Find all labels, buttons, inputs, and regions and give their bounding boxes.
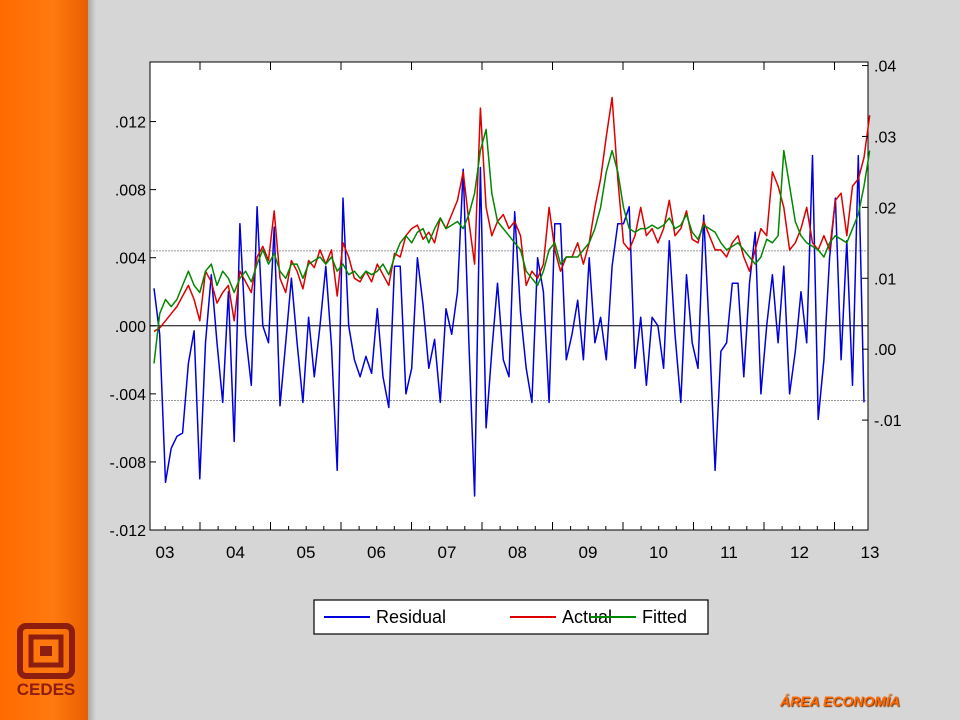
residual-actual-fitted-chart: .012.008.004.000-.004-.008-.012 .04.03.0… [110,59,902,635]
right-tick-label: .03 [874,129,896,146]
x-tick-label: 05 [297,543,316,562]
x-axis: 03 04 05 06 07 08 09 10 11 12 13 [156,62,880,562]
top-decor-lines [96,3,960,30]
left-tick-label: .000 [115,319,146,336]
x-tick-label: 09 [579,543,598,562]
sidebar-band [0,0,88,720]
plot-area [149,61,869,531]
x-tick-label: 08 [508,543,527,562]
series-line-actual [153,96,871,333]
right-axis: .04 .03 .02 .01 .00 -.01 [862,59,902,430]
x-tick-label: 06 [367,543,386,562]
bottom-decor-lines [96,691,960,718]
series-line-fitted [153,128,871,364]
right-tick-label: -.01 [874,413,902,430]
section-label: ÁREA ECONOMÍA [780,693,901,709]
legend-label: Residual [376,607,446,627]
brand-name: CEDES [16,680,76,699]
sidebar-edge [88,0,96,720]
left-tick-label: .008 [115,183,146,200]
left-tick-label: -.008 [110,455,147,472]
right-tick-label: .04 [874,59,896,76]
left-tick-label: -.004 [110,387,147,404]
right-tick-label: .00 [874,342,896,359]
legend-label: Fitted [642,607,687,627]
left-tick-label: .004 [115,251,146,268]
x-tick-label: 11 [720,543,738,562]
left-tick-label: .012 [115,115,146,132]
series-line-residual [153,154,865,497]
series-lines [153,96,871,497]
x-tick-label: 04 [226,543,245,562]
cedes-logo-mark [17,623,75,679]
x-tick-label: 10 [649,543,668,562]
right-tick-label: .01 [874,271,896,288]
legend: Residual Actual Fitted [313,599,709,635]
left-axis: .012 .008 .004 .000 -.004 -.008 -.012 [110,115,156,540]
left-tick-label: -.012 [110,523,147,540]
right-tick-label: .02 [874,200,896,217]
x-tick-label: 13 [861,543,880,562]
x-tick-label: 07 [438,543,457,562]
cedes-logo: CEDES [14,622,78,712]
x-tick-label: 12 [790,543,809,562]
legend-label: Actual [562,607,612,627]
x-tick-label: 03 [156,543,175,562]
